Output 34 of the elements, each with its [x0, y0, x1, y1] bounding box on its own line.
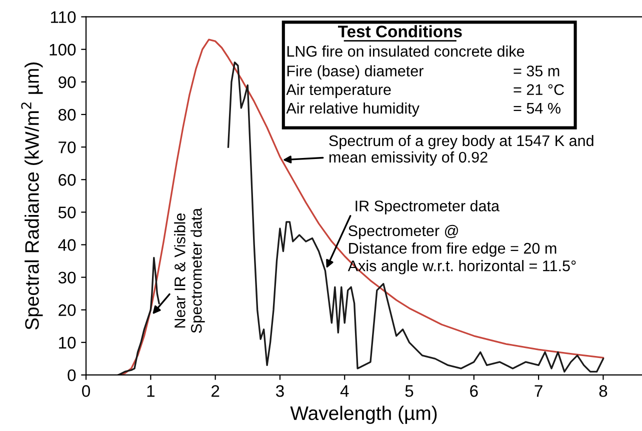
- y-tick-label: 10: [59, 336, 76, 349]
- y-tick-label: 110: [51, 11, 76, 24]
- x-tick-label: 6: [470, 385, 478, 397]
- x-tick-label: 3: [276, 385, 284, 397]
- annotation: = 35 m: [514, 66, 560, 76]
- y-tick-label: 60: [58, 174, 76, 186]
- y-tick-label: 90: [58, 76, 76, 88]
- y-axis-title: Spectral Radiance (kW/m$^{2}$ µm): [21, 62, 43, 330]
- annotation: Air temperature: [286, 84, 391, 98]
- annotation: Spectrum of a grey body at 1547 K and mean emissivity of 0.92: [329, 134, 594, 166]
- x-tick-label: 5: [405, 385, 414, 397]
- annotation: Air relative humidity: [286, 102, 420, 117]
- annotation: LNG fire on insulated concrete dike: [287, 46, 524, 57]
- annotation: IR Spectrometer data: [356, 200, 500, 214]
- y-tick-label: 70: [58, 141, 76, 154]
- y-tick-label: 30: [58, 272, 76, 284]
- x-axis-title: Wavelength (µm): [290, 406, 437, 424]
- y-tick-label: 50: [58, 206, 76, 218]
- y-tick-label: 0: [68, 369, 76, 382]
- annotation: = 54 %: [514, 102, 560, 114]
- annotation: Near IR & Visible Spectrometer data: [174, 208, 205, 333]
- x-tick-label: 1: [147, 385, 154, 397]
- x-tick-label: 8: [599, 385, 608, 397]
- y-tick-label: 40: [58, 239, 76, 251]
- y-tick-label: 100: [50, 44, 76, 56]
- annotation: Test Conditions: [338, 25, 462, 38]
- x-tick-label: 7: [534, 385, 542, 397]
- annotation: = 21 °C: [514, 84, 564, 96]
- x-tick-label: 4: [340, 385, 349, 397]
- x-tick-label: 2: [212, 385, 220, 397]
- y-tick-label: 80: [58, 108, 76, 121]
- y-tick-label: 20: [58, 304, 76, 316]
- annotation: Fire (base) diameter: [287, 65, 424, 80]
- x-tick-label: 0: [82, 385, 90, 397]
